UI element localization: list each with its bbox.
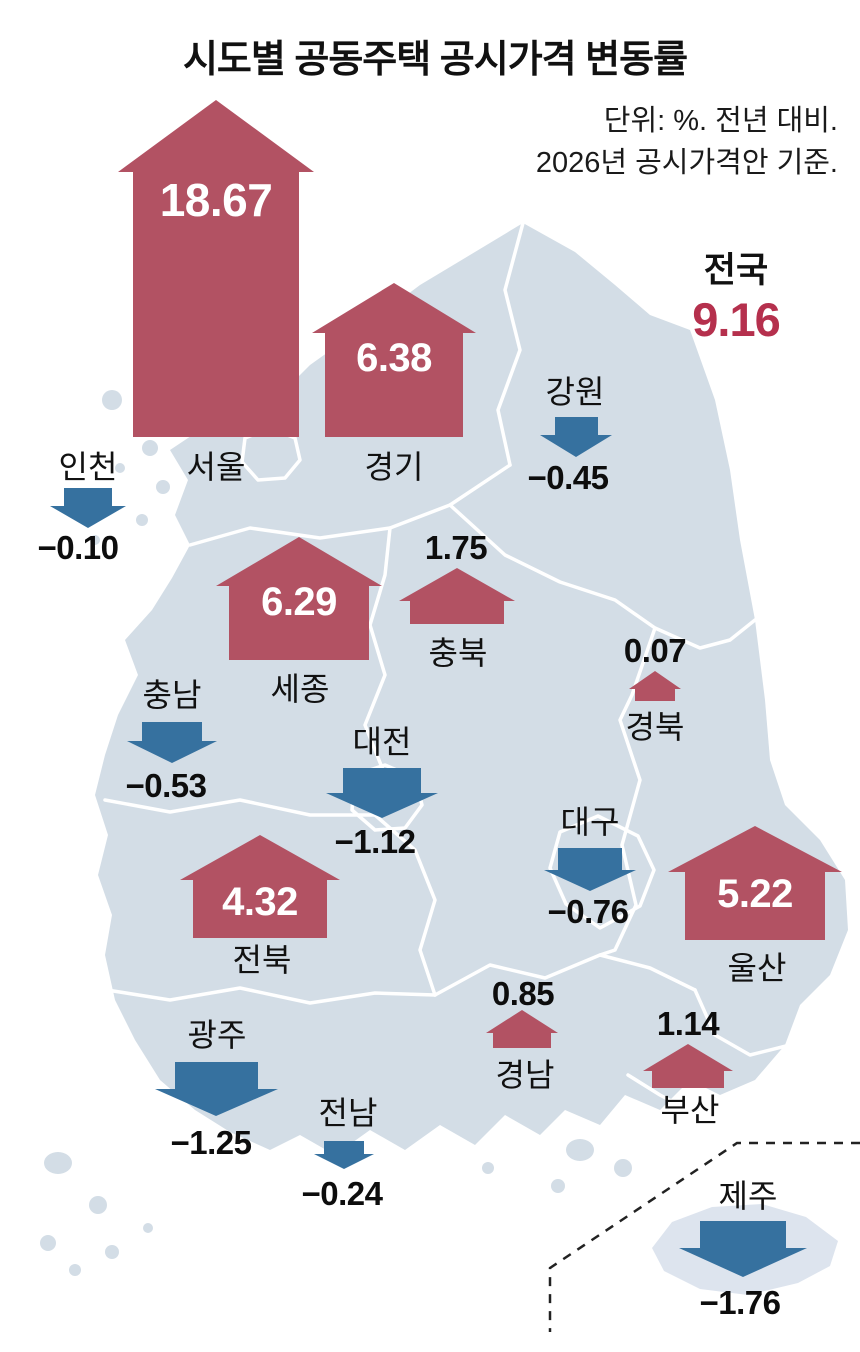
gyeonggi-up-arrow [312, 283, 476, 437]
gyeongbuk-up-arrow [629, 671, 681, 701]
national-value: 9.16 [692, 293, 780, 346]
jeju-inset-divider [548, 1141, 860, 1332]
region-label-sejong: 세종 [270, 671, 330, 707]
daegu-value: −0.76 [547, 893, 630, 930]
region-label-seoul: 서울 [186, 449, 246, 485]
sejong-value: 6.29 [261, 580, 337, 624]
region-label-gyeongnam: 경남 [495, 1057, 555, 1093]
daegu-down-arrow [544, 848, 636, 891]
region-label-jeonnam: 전남 [318, 1095, 378, 1131]
region-label-chungnam: 충남 [142, 677, 202, 713]
seoul-up-arrow [118, 100, 314, 437]
jeju-down-arrow [679, 1221, 807, 1277]
gyeonggi-value: 6.38 [356, 336, 432, 380]
up-arrows [118, 100, 842, 1088]
busan-value: 1.14 [656, 1005, 720, 1042]
region-label-jeju: 제주 [718, 1178, 778, 1214]
gwangju-value: −1.25 [170, 1124, 253, 1161]
region-label-chungbuk: 충북 [428, 635, 488, 671]
gyeongbuk-value: 0.07 [623, 632, 687, 669]
gangwon-down-arrow [540, 417, 612, 457]
region-label-gyeongbuk: 경북 [625, 709, 685, 745]
chungbuk-up-arrow [399, 568, 515, 624]
sejong-up-arrow [216, 537, 382, 660]
region-label-ulsan: 울산 [727, 950, 787, 986]
incheon-down-arrow [50, 488, 126, 528]
ulsan-up-arrow [668, 826, 842, 940]
jeju-value: −1.76 [699, 1284, 782, 1321]
daejeon-down-arrow [326, 768, 438, 818]
region-label-daejeon: 대전 [352, 724, 412, 760]
jeonbuk-up-arrow [180, 835, 340, 938]
province-borders [103, 221, 792, 1114]
page-title: 시도별 공동주택 공시가격 변동률 [182, 39, 688, 81]
ulsan-value: 5.22 [717, 872, 793, 916]
coastal-islands [40, 390, 632, 1276]
region-label-daegu: 대구 [560, 804, 620, 840]
incheon-value: −0.10 [37, 529, 120, 566]
unit-note-line2: 2026년 공시가격안 기준. [535, 147, 838, 179]
chungbuk-value: 1.75 [424, 529, 488, 566]
region-label-gangwon: 강원 [545, 374, 605, 410]
region-label-busan: 부산 [660, 1092, 720, 1128]
region-label-incheon: 인천 [58, 449, 118, 485]
busan-up-arrow [643, 1044, 733, 1088]
seoul-value: 18.67 [159, 174, 273, 226]
national-label: 전국 [703, 251, 769, 290]
gangwon-value: −0.45 [527, 459, 610, 496]
chungnam-down-arrow [127, 722, 217, 763]
region-label-gyeonggi: 경기 [364, 449, 424, 485]
gyeongnam-up-arrow [486, 1010, 558, 1048]
gwangju-down-arrow [155, 1062, 278, 1116]
jeonnam-down-arrow [314, 1141, 374, 1169]
jeonbuk-value: 4.32 [222, 880, 298, 924]
gyeongnam-value: 0.85 [491, 975, 555, 1012]
jeonnam-value: −0.24 [301, 1175, 384, 1212]
chungnam-value: −0.53 [125, 767, 208, 804]
daejeon-value: −1.12 [334, 823, 417, 860]
region-label-gwangju: 광주 [187, 1017, 247, 1053]
unit-note-line1: 단위: %. 전년 대비. [603, 105, 838, 137]
down-arrows [50, 417, 807, 1277]
region-label-jeonbuk: 전북 [232, 942, 292, 978]
